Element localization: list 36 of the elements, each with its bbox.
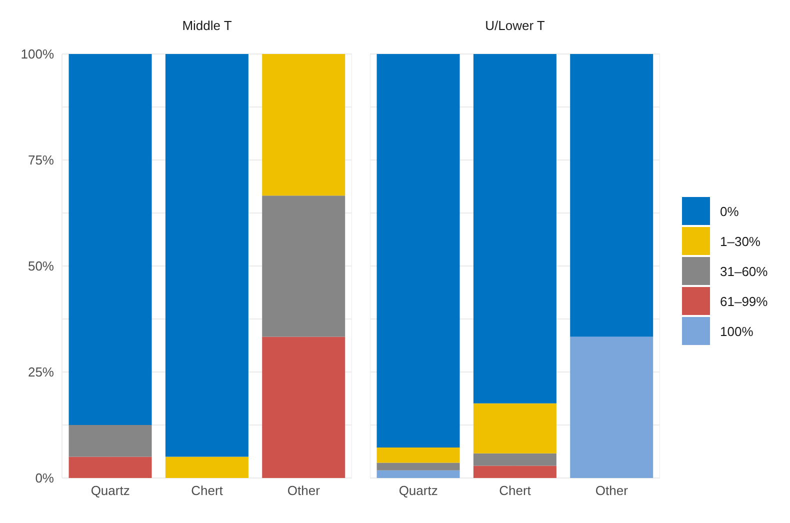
y-tick-label: 100% [20,46,54,62]
bar [165,54,248,457]
x-tick-label: Other [595,483,629,498]
legend-label: 61–99% [720,294,768,308]
bar [68,425,152,457]
bar [473,453,556,466]
bar [262,196,346,337]
bar [262,54,346,196]
bar [262,336,346,478]
bar [473,403,556,454]
bar [376,462,460,470]
bar [570,336,654,478]
legend-label: 100% [720,324,754,338]
chart-title: U/Lower T [484,18,546,33]
bar [376,470,460,478]
y-tick-label: 75% [28,152,54,168]
legend-label: 0% [720,204,739,218]
bar [570,54,654,337]
y-tick-label: 25% [28,364,54,380]
x-tick-label: Chert [191,483,224,498]
bar [376,447,460,463]
bar [473,466,556,478]
legend-label: 31–60% [720,264,768,278]
legend-label: 1–30% [720,234,760,248]
chart-title: Middle T [181,18,233,33]
y-tick-label: 50% [28,258,54,274]
x-tick-label: Quartz [398,483,438,498]
bar [68,456,152,478]
y-tick-label: 0% [35,470,54,486]
x-tick-label: Other [287,483,321,498]
x-tick-label: Quartz [90,483,130,498]
bar [473,54,556,404]
x-tick-label: Chert [499,483,532,498]
bar [376,54,460,448]
bar [68,54,152,425]
bar [165,456,248,478]
